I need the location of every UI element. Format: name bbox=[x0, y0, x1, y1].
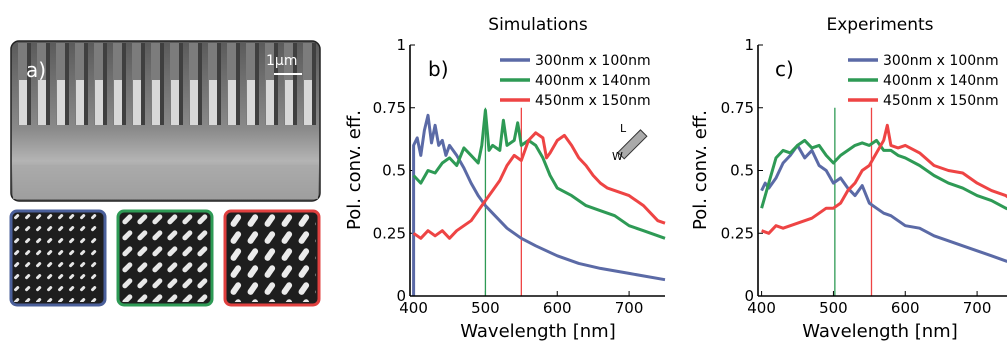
nanorod-inset bbox=[617, 129, 648, 160]
y-tick-label: 0 bbox=[396, 287, 406, 305]
y-tick-label: 0.5 bbox=[730, 162, 754, 180]
inset-label-w: W bbox=[612, 150, 623, 163]
x-tick-label: 500 bbox=[819, 299, 848, 317]
chart-c-panel-label: c) bbox=[775, 57, 794, 81]
y-tick-label: 0.5 bbox=[382, 162, 406, 180]
x-tick-label: 700 bbox=[615, 299, 644, 317]
y-tick-label: 1 bbox=[744, 36, 754, 54]
series-line-3 bbox=[761, 123, 1007, 235]
chart-b-title: Simulations bbox=[488, 15, 588, 35]
series-line-1 bbox=[412, 113, 666, 296]
legend-label: 400nm x 140nm bbox=[535, 73, 651, 89]
x-tick-label: 400 bbox=[399, 299, 428, 317]
chart-c-title: Experiments bbox=[826, 15, 933, 35]
x-tick-label: 600 bbox=[543, 299, 572, 317]
chart-c-legend: 300nm x 100nm 400nm x 140nm 450nm x 150n… bbox=[848, 53, 999, 109]
x-tick-label: 700 bbox=[963, 299, 992, 317]
chart-b-panel-label: b) bbox=[428, 57, 449, 81]
x-tick-label: 500 bbox=[471, 299, 500, 317]
series-line-1 bbox=[760, 143, 1007, 263]
y-tick-label: 1 bbox=[396, 36, 406, 54]
series-line-2 bbox=[760, 138, 1007, 211]
chart-simulations: Simulations Pol. conv. eff. Wavelength [… bbox=[344, 15, 666, 342]
chart-b-ylabel: Pol. conv. eff. bbox=[344, 110, 365, 230]
y-tick-label: 0.25 bbox=[373, 224, 406, 242]
legend-label: 300nm x 100nm bbox=[535, 53, 651, 69]
chart-b-xlabel: Wavelength [nm] bbox=[460, 321, 616, 342]
y-tick-label: 0.75 bbox=[721, 99, 754, 117]
chart-b-legend: 300nm x 100nm 400nm x 140nm 450nm x 150n… bbox=[500, 53, 651, 109]
thumbnail-300x100 bbox=[9, 209, 107, 307]
legend-label: 450nm x 150nm bbox=[883, 93, 999, 109]
series-line-3 bbox=[412, 131, 666, 240]
series-line-2 bbox=[412, 108, 666, 240]
panel-a-label: a) bbox=[26, 58, 46, 82]
legend-label: 400nm x 140nm bbox=[883, 73, 999, 89]
x-tick-label: 600 bbox=[891, 299, 920, 317]
scale-bar-label: 1μm bbox=[266, 53, 297, 69]
chart-experiments: Experiments Pol. conv. eff. Wavelength [… bbox=[690, 15, 1007, 342]
y-tick-label: 0.25 bbox=[721, 224, 754, 242]
chart-c-xlabel: Wavelength [nm] bbox=[802, 321, 958, 342]
legend-label: 300nm x 100nm bbox=[883, 53, 999, 69]
sem-image: a) 1μm bbox=[10, 40, 321, 202]
thumbnail-400x140 bbox=[116, 209, 214, 307]
chart-b-inset: L W bbox=[612, 122, 648, 163]
inset-label-l: L bbox=[620, 122, 627, 135]
y-tick-label: 0 bbox=[744, 287, 754, 305]
thumbnail-450x150 bbox=[223, 209, 321, 307]
chart-c-ylabel: Pol. conv. eff. bbox=[690, 110, 711, 230]
x-tick-label: 400 bbox=[747, 299, 776, 317]
legend-label: 450nm x 150nm bbox=[535, 93, 651, 109]
y-tick-label: 0.75 bbox=[373, 99, 406, 117]
